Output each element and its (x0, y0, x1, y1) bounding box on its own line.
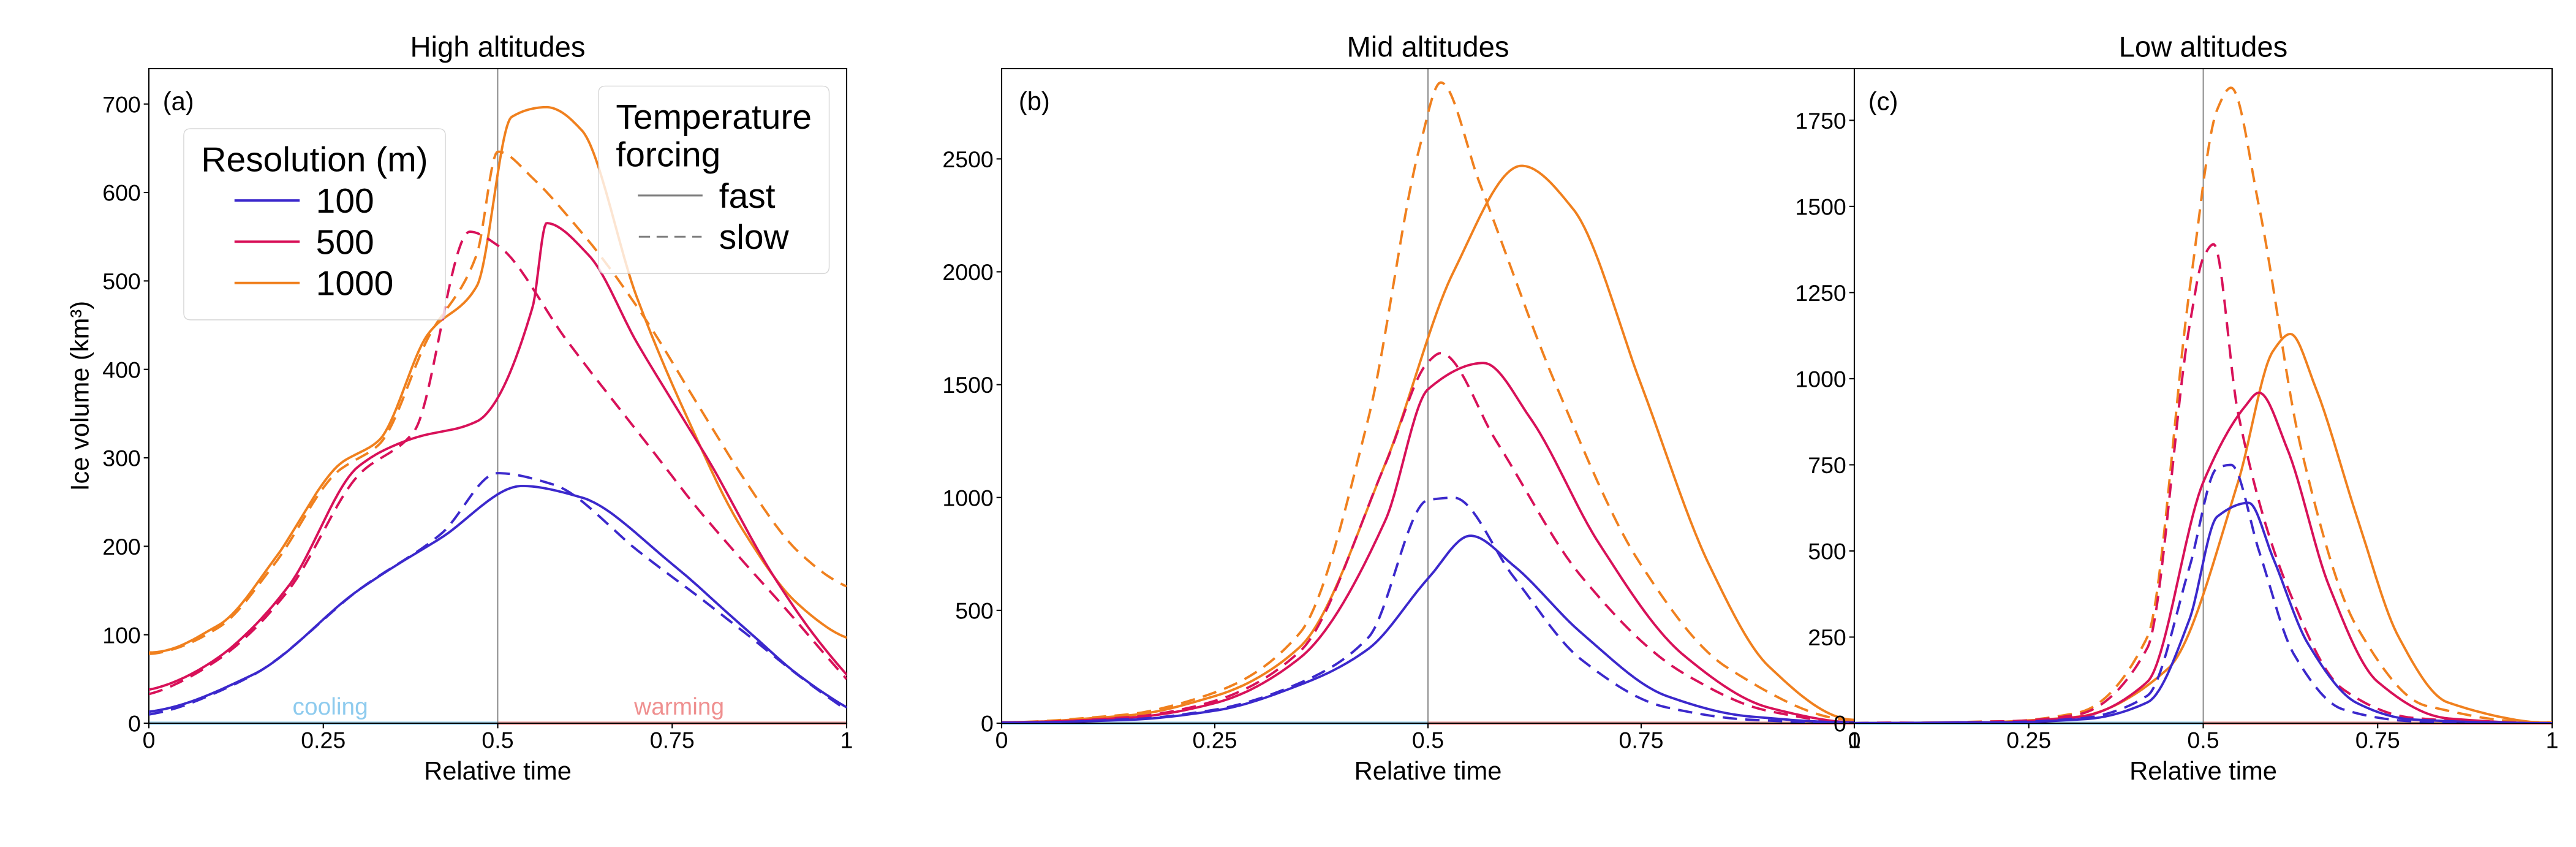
svg-text:0: 0 (128, 711, 141, 737)
svg-text:500: 500 (316, 222, 374, 262)
svg-text:0.25: 0.25 (301, 727, 346, 753)
svg-text:750: 750 (1808, 452, 1846, 478)
svg-text:250: 250 (1808, 625, 1846, 650)
svg-text:0.75: 0.75 (1619, 727, 1664, 753)
svg-text:1500: 1500 (942, 372, 993, 398)
svg-text:(b): (b) (1019, 87, 1050, 116)
svg-text:0: 0 (143, 727, 156, 753)
svg-text:1250: 1250 (1795, 280, 1846, 306)
svg-text:1500: 1500 (1795, 194, 1846, 219)
svg-text:Temperature: Temperature (616, 97, 812, 137)
svg-text:Relative time: Relative time (424, 756, 572, 785)
svg-text:Relative time: Relative time (1354, 756, 1502, 785)
svg-text:1000: 1000 (1795, 366, 1846, 392)
svg-text:100: 100 (102, 622, 141, 648)
svg-text:(a): (a) (163, 87, 194, 116)
svg-text:200: 200 (102, 534, 141, 560)
svg-text:cooling: cooling (293, 694, 368, 720)
svg-text:0.75: 0.75 (650, 727, 695, 753)
svg-text:warming: warming (633, 694, 724, 720)
svg-text:0.5: 0.5 (1412, 727, 1444, 753)
svg-text:0: 0 (981, 711, 994, 737)
svg-text:forcing: forcing (616, 135, 720, 175)
svg-text:Relative time: Relative time (2129, 756, 2277, 785)
svg-text:600: 600 (102, 180, 141, 206)
svg-text:2500: 2500 (942, 146, 993, 172)
svg-text:1000: 1000 (942, 485, 993, 511)
svg-text:400: 400 (102, 357, 141, 382)
svg-text:300: 300 (102, 446, 141, 471)
svg-text:0.5: 0.5 (2187, 727, 2219, 753)
svg-text:0.25: 0.25 (1192, 727, 1237, 753)
svg-text:Ice volume (km³): Ice volume (km³) (66, 301, 94, 491)
svg-text:0.75: 0.75 (2355, 727, 2400, 753)
svg-text:1: 1 (840, 727, 853, 753)
svg-text:Resolution (m): Resolution (m) (201, 140, 428, 180)
svg-text:1: 1 (2546, 727, 2559, 753)
svg-text:(c): (c) (1868, 87, 1898, 116)
svg-text:fast: fast (719, 177, 776, 216)
svg-text:1750: 1750 (1795, 108, 1846, 134)
svg-text:500: 500 (1808, 539, 1846, 564)
svg-text:slow: slow (719, 218, 790, 257)
svg-text:High altitudes: High altitudes (410, 31, 585, 64)
svg-text:0.25: 0.25 (2006, 727, 2051, 753)
svg-text:100: 100 (316, 181, 374, 221)
svg-text:0: 0 (995, 727, 1008, 753)
svg-text:0.5: 0.5 (482, 727, 513, 753)
svg-text:Mid altitudes: Mid altitudes (1347, 31, 1509, 64)
svg-text:2000: 2000 (942, 259, 993, 285)
svg-text:700: 700 (102, 91, 141, 117)
svg-text:500: 500 (102, 268, 141, 294)
svg-text:Low altitudes: Low altitudes (2119, 31, 2288, 64)
svg-text:1000: 1000 (316, 264, 394, 303)
svg-text:0: 0 (1848, 727, 1861, 753)
svg-text:0: 0 (1834, 711, 1846, 737)
svg-text:500: 500 (955, 598, 994, 623)
